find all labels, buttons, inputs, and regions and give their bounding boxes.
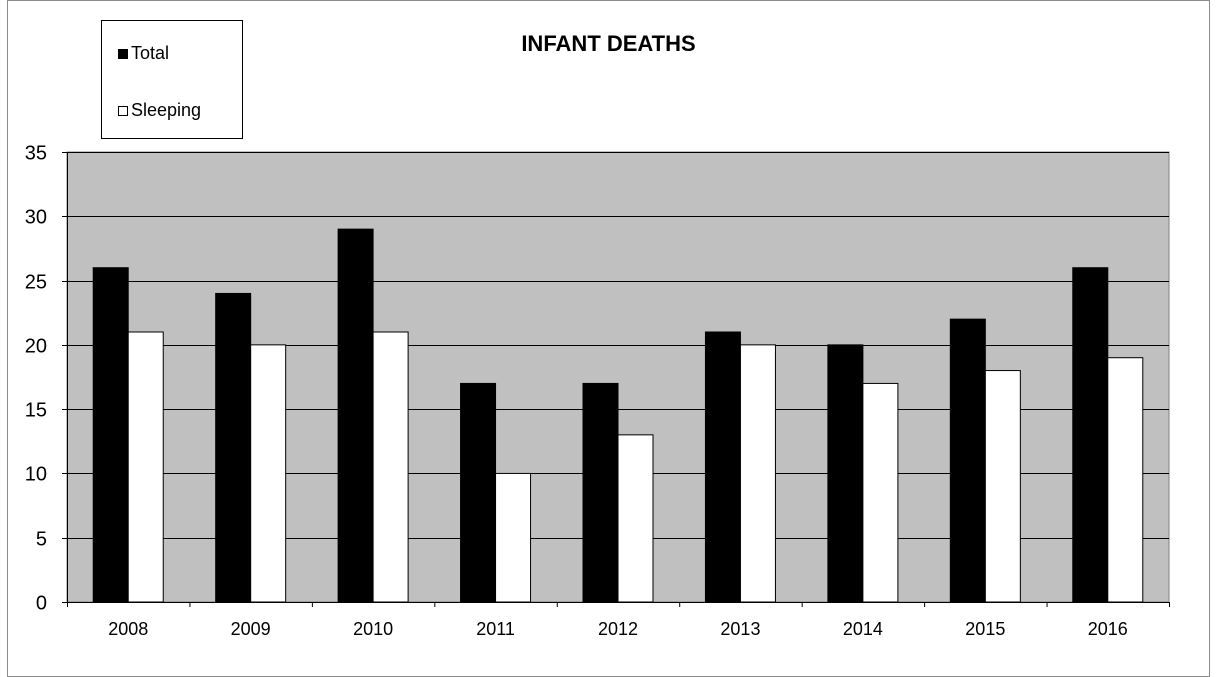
bar-total-2015 <box>949 318 986 603</box>
legend-swatch-total <box>118 48 128 59</box>
x-tick-label: 2013 <box>720 619 760 639</box>
legend-item-sleeping: Sleeping <box>118 100 201 121</box>
x-tick-label: 2014 <box>843 619 883 639</box>
x-tick-label: 2012 <box>598 619 638 639</box>
bar-total-2013 <box>704 331 741 603</box>
bar-sleeping-2012 <box>617 434 654 603</box>
x-tick-label: 2016 <box>1088 619 1128 639</box>
bar-total-2010 <box>337 228 374 603</box>
x-tick-label: 2015 <box>965 619 1005 639</box>
bar-sleeping-2008 <box>127 331 164 603</box>
bar-sleeping-2013 <box>739 344 776 603</box>
y-tick-label: 25 <box>25 272 47 294</box>
y-tick-label: 10 <box>25 464 47 486</box>
y-tick-label: 30 <box>25 207 47 229</box>
bar-sleeping-2009 <box>250 344 287 603</box>
bar-sleeping-2015 <box>984 370 1021 603</box>
bar-total-2009 <box>215 292 252 603</box>
x-tick-label: 2011 <box>476 619 515 639</box>
bar-sleeping-2014 <box>862 382 899 603</box>
bar-sleeping-2016 <box>1107 357 1144 603</box>
bar-sleeping-2010 <box>372 331 409 603</box>
legend-label-total: Total <box>131 43 170 63</box>
legend-label-sleeping: Sleeping <box>131 100 202 120</box>
chart-title: INFANT DEATHS <box>521 31 696 56</box>
y-tick-label: 15 <box>25 400 47 422</box>
x-tick-label: 2010 <box>353 619 393 639</box>
legend-item-total: Total <box>118 43 169 64</box>
y-tick-label: 5 <box>36 529 47 551</box>
bar-total-2014 <box>827 344 864 603</box>
y-tick-label: 35 <box>25 143 47 165</box>
chart-legend: Total Sleeping <box>101 20 243 139</box>
y-tick-label: 0 <box>36 593 47 615</box>
bar-total-2011 <box>460 382 497 603</box>
x-tick-label: 2009 <box>231 619 271 639</box>
bar-total-2008 <box>92 267 129 603</box>
legend-swatch-sleeping <box>118 105 128 116</box>
y-tick-label: 20 <box>25 336 47 358</box>
bar-sleeping-2011 <box>495 472 532 603</box>
bar-total-2012 <box>582 382 619 603</box>
bar-total-2016 <box>1072 267 1109 603</box>
x-tick-label: 2008 <box>108 619 148 639</box>
